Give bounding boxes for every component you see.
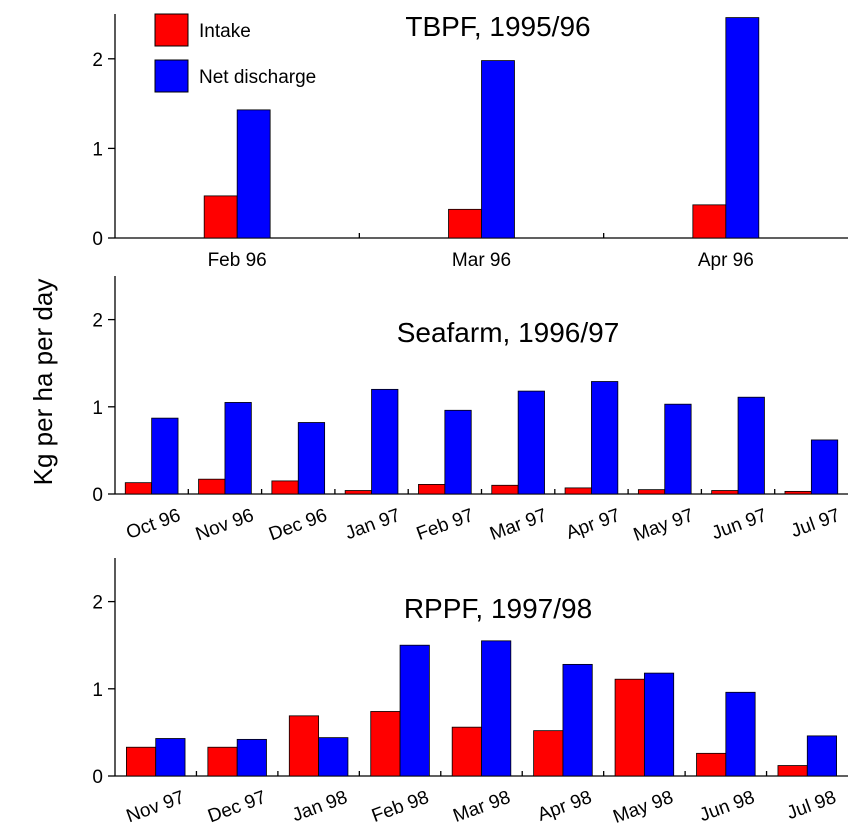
chart-panel-seafarm: Seafarm, 1996/97 0 1 2 Oct 96 Nov 96 Dec 96 Jan… [92, 276, 848, 546]
x-tick-label: Feb 98 [369, 787, 432, 827]
bar-net-discharge-feb-96 [236, 109, 271, 239]
x-tick-label: Nov 97 [124, 787, 188, 827]
x-tick-label: Jun 97 [709, 505, 770, 544]
x-tick-label: Mar 98 [450, 787, 513, 827]
x-tick-label: Apr 98 [535, 787, 595, 826]
bar-intake-dec-96 [271, 480, 299, 495]
bar-intake-apr-98 [533, 730, 564, 777]
bar-intake-mar-97 [491, 484, 519, 495]
bar-net-discharge-feb-97 [444, 409, 472, 495]
bar-net-discharge-apr-98 [562, 663, 593, 777]
bar-intake-mar-96 [448, 208, 482, 239]
y-tick-label: 0 [92, 485, 103, 506]
bar-net-discharge-mar-98 [481, 640, 512, 777]
bar-intake-may-98 [614, 678, 645, 777]
x-tick-label: Feb 97 [414, 505, 477, 545]
bar-net-discharge-mar-96 [481, 60, 515, 239]
x-tick-label: Feb 96 [208, 250, 267, 271]
bar-net-discharge-oct-96 [151, 417, 179, 495]
y-tick-label: 1 [92, 680, 103, 701]
x-tick-label: Nov 96 [193, 505, 257, 545]
bar-net-discharge-dec-96 [297, 422, 326, 495]
legend-swatch-net-discharge [154, 59, 189, 93]
legend-label-intake: Intake [199, 21, 251, 42]
bar-intake-jan-97 [344, 490, 372, 495]
bar-intake-jun-97 [711, 490, 739, 495]
bar-intake-feb-96 [203, 195, 238, 239]
bar-intake-jan-98 [288, 715, 320, 777]
x-tick-label: Jan 98 [290, 787, 351, 826]
y-tick-label: 1 [92, 139, 103, 160]
bar-intake-nov-97 [126, 746, 157, 777]
legend: Intake Net discharge [154, 13, 316, 93]
y-axis-label: Kg per ha per day [28, 279, 58, 486]
bar-intake-jul-97 [784, 490, 812, 495]
legend-label-net-discharge: Net discharge [199, 67, 316, 88]
bar-net-discharge-feb-98 [399, 644, 430, 777]
bar-net-discharge-apr-96 [725, 17, 760, 239]
bar-net-discharge-may-97 [664, 403, 692, 495]
x-tick-label: Dec 97 [205, 787, 269, 827]
x-tick-label: Jan 97 [342, 505, 403, 544]
y-tick-label: 2 [92, 50, 103, 71]
y-tick-label: 1 [92, 398, 103, 419]
bar-net-discharge-jul-98 [806, 735, 837, 777]
bar-net-discharge-nov-97 [155, 738, 186, 777]
y-tick-label: 2 [92, 593, 103, 614]
x-tick-label: Mar 97 [487, 505, 550, 545]
x-tick-label: Apr 96 [698, 250, 754, 271]
bar-intake-may-97 [637, 489, 666, 495]
bar-net-discharge-apr-97 [591, 381, 619, 495]
bar-net-discharge-jan-97 [371, 388, 399, 495]
bar-net-discharge-jun-97 [737, 396, 765, 495]
bar-net-discharge-jul-97 [810, 439, 839, 495]
bar-net-discharge-mar-97 [517, 390, 545, 495]
bar-net-discharge-dec-97 [236, 738, 267, 777]
x-tick-label: Jul 98 [784, 787, 839, 824]
chart-title: RPPF, 1997/98 [404, 593, 592, 624]
y-tick-label: 0 [92, 767, 103, 788]
y-tick-label: 0 [92, 229, 103, 250]
x-tick-label: Oct 96 [124, 505, 184, 544]
bar-intake-apr-97 [564, 487, 592, 495]
x-tick-label: May 97 [631, 505, 697, 546]
x-tick-label: Jul 97 [788, 505, 843, 542]
chart-title: Seafarm, 1996/97 [397, 317, 620, 348]
bar-net-discharge-nov-96 [224, 402, 252, 495]
bar-intake-oct-96 [124, 482, 153, 495]
bar-net-discharge-jan-98 [318, 737, 349, 777]
bar-intake-apr-96 [692, 204, 727, 239]
x-tick-label: May 98 [610, 787, 676, 828]
chart-title: TBPF, 1995/96 [405, 11, 590, 42]
chart-panel-rppf: RPPF, 1997/98 0 1 2 Nov 97 Dec 97 Jan 98 Feb 98… [92, 558, 848, 828]
chart-panel-tbpf: TBPF, 1995/96 0 1 2 Feb 96 Mar 96 Apr 96 [92, 11, 848, 271]
bar-intake-jun-98 [696, 752, 727, 777]
x-tick-label: Apr 97 [563, 505, 623, 544]
x-tick-label: Dec 96 [266, 505, 330, 545]
x-tick-label: Mar 96 [452, 250, 511, 271]
bar-net-discharge-may-98 [643, 672, 675, 777]
y-tick-label: 2 [92, 311, 103, 332]
bar-intake-mar-98 [451, 726, 482, 777]
bar-intake-dec-97 [207, 746, 238, 777]
bar-intake-nov-96 [198, 478, 226, 495]
bar-intake-feb-97 [418, 484, 446, 495]
bar-intake-feb-98 [370, 711, 401, 777]
bar-intake-jul-98 [777, 765, 808, 777]
x-tick-label: Jun 98 [697, 787, 758, 826]
bar-net-discharge-jun-98 [725, 691, 756, 777]
legend-swatch-intake [154, 13, 189, 47]
